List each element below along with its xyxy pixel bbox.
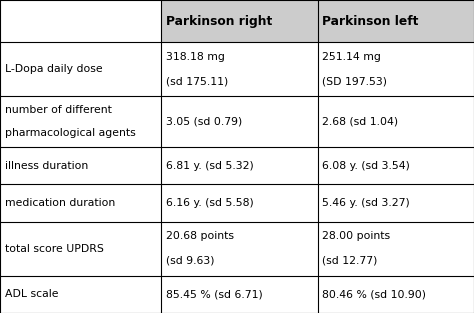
Text: 3.05 (sd 0.79): 3.05 (sd 0.79) [166,117,242,127]
Text: 85.45 % (sd 6.71): 85.45 % (sd 6.71) [166,290,263,300]
Text: Parkinson right: Parkinson right [166,15,272,28]
Text: L-Dopa daily dose: L-Dopa daily dose [5,64,102,74]
Text: illness duration: illness duration [5,161,88,171]
Text: pharmacological agents: pharmacological agents [5,128,136,138]
Text: Parkinson left: Parkinson left [322,15,419,28]
Text: medication duration: medication duration [5,198,115,208]
Text: 28.00 points: 28.00 points [322,231,391,241]
Text: 318.18 mg: 318.18 mg [166,52,225,62]
Text: total score UPDRS: total score UPDRS [5,244,104,254]
Text: (sd 175.11): (sd 175.11) [166,76,228,86]
Text: 5.46 y. (sd 3.27): 5.46 y. (sd 3.27) [322,198,410,208]
Text: 6.16 y. (sd 5.58): 6.16 y. (sd 5.58) [166,198,254,208]
Text: 6.81 y. (sd 5.32): 6.81 y. (sd 5.32) [166,161,254,171]
Text: 20.68 points: 20.68 points [166,231,234,241]
Text: (SD 197.53): (SD 197.53) [322,76,387,86]
Text: number of different: number of different [5,105,111,115]
Text: 80.46 % (sd 10.90): 80.46 % (sd 10.90) [322,290,426,300]
Bar [161,0,318,42]
Text: (sd 12.77): (sd 12.77) [322,256,378,266]
Bar [318,0,474,42]
Text: (sd 9.63): (sd 9.63) [166,256,214,266]
Text: 2.68 (sd 1.04): 2.68 (sd 1.04) [322,117,399,127]
Text: 251.14 mg: 251.14 mg [322,52,381,62]
Text: ADL scale: ADL scale [5,290,58,300]
Text: 6.08 y. (sd 3.54): 6.08 y. (sd 3.54) [322,161,410,171]
